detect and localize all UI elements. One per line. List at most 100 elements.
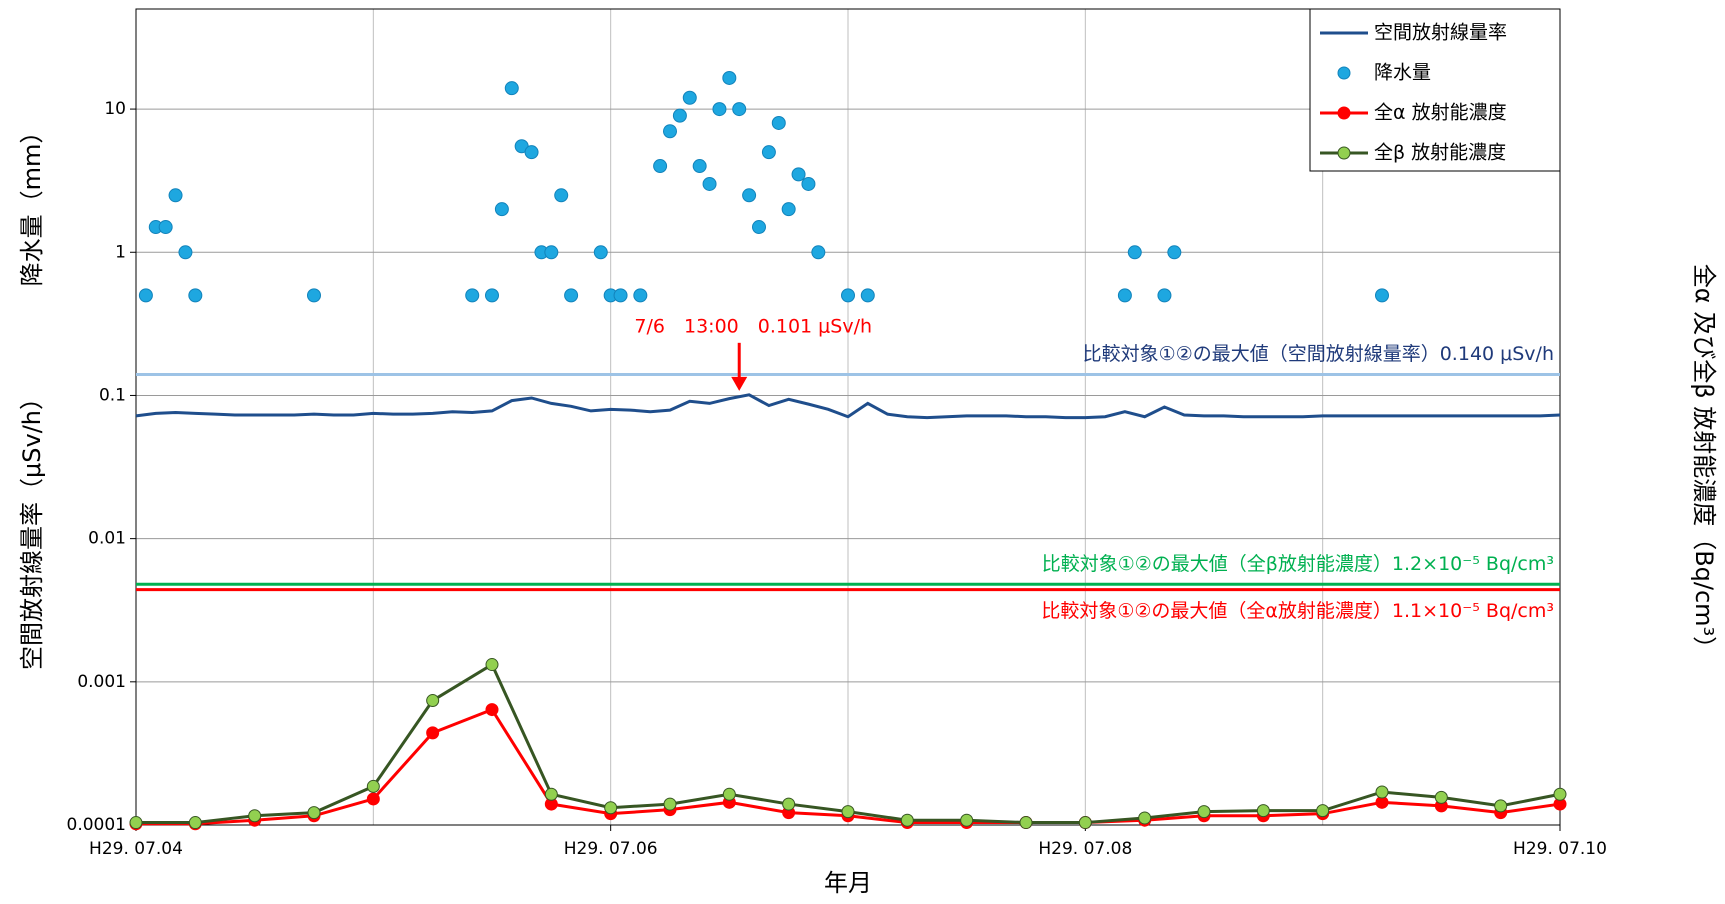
legend-swatch bbox=[1337, 66, 1351, 80]
y2-axis-title: 全α 及び全β 放射能濃度（Bq/cm³） bbox=[1690, 264, 1718, 660]
series-marker bbox=[841, 805, 855, 819]
series-marker bbox=[1078, 816, 1092, 830]
precip-point bbox=[781, 202, 796, 217]
precip-point bbox=[307, 288, 321, 303]
precip-point bbox=[702, 176, 717, 191]
precip-point bbox=[692, 159, 707, 174]
precip-point bbox=[465, 288, 480, 303]
precip-point bbox=[633, 288, 648, 303]
series-marker bbox=[129, 816, 143, 830]
series-marker bbox=[188, 816, 202, 830]
precip-point bbox=[158, 220, 173, 235]
x-tick-label: H29. 07.06 bbox=[564, 839, 658, 859]
series-marker bbox=[485, 658, 499, 672]
series-marker bbox=[1375, 785, 1389, 799]
precip-point bbox=[791, 167, 806, 182]
series-marker bbox=[722, 787, 736, 801]
y-tick-label: 0.0001 bbox=[67, 815, 126, 835]
legend-label: 降水量 bbox=[1374, 62, 1431, 84]
precip-point bbox=[593, 245, 608, 260]
reference-label: 比較対象①②の最大値（空間放射線量率）0.140 μSv/h bbox=[1083, 343, 1554, 365]
series-marker bbox=[366, 792, 380, 806]
legend-swatch bbox=[1337, 146, 1351, 160]
precip-point bbox=[742, 188, 757, 203]
series-marker bbox=[604, 801, 618, 815]
precip-point bbox=[712, 102, 727, 117]
precip-point bbox=[138, 288, 153, 303]
precip-point bbox=[771, 115, 786, 130]
precip-point bbox=[682, 90, 697, 105]
legend-box bbox=[1309, 8, 1561, 172]
precip-point bbox=[188, 288, 203, 303]
series-marker bbox=[1197, 805, 1211, 819]
annotation-text: 7/6 13:00 0.101 μSv/h bbox=[634, 315, 872, 337]
legend-label: 全α 放射能濃度 bbox=[1374, 102, 1507, 124]
precip-point bbox=[168, 188, 183, 203]
series-marker bbox=[1019, 816, 1033, 830]
series-marker bbox=[663, 797, 677, 811]
plot-frame bbox=[135, 8, 1561, 826]
legend-label: 空間放射線量率 bbox=[1374, 22, 1507, 44]
series-marker bbox=[1553, 787, 1567, 801]
precip-point bbox=[1375, 288, 1389, 303]
y-axis-title: 降水量（mm） bbox=[18, 120, 46, 287]
reference-label: 比較対象①②の最大値（全β放射能濃度）1.2×10⁻⁵ Bq/cm³ bbox=[1042, 553, 1554, 575]
precip-point bbox=[860, 288, 875, 303]
precip-point bbox=[722, 70, 737, 85]
precip-point bbox=[761, 145, 776, 160]
precip-point bbox=[841, 288, 855, 303]
precip-point bbox=[1157, 288, 1172, 303]
x-tick-label: H29. 07.04 bbox=[89, 839, 183, 859]
precip-point bbox=[752, 220, 766, 235]
x-tick-label: H29. 07.08 bbox=[1038, 839, 1132, 859]
precip-point bbox=[544, 245, 559, 260]
precip-point bbox=[732, 102, 747, 117]
precip-point bbox=[1127, 245, 1142, 260]
series-marker bbox=[248, 809, 262, 823]
y-tick-label: 1 bbox=[115, 242, 126, 262]
precip-point bbox=[494, 202, 509, 217]
precip-point bbox=[178, 245, 193, 260]
legend-swatch bbox=[1337, 106, 1351, 120]
series-marker bbox=[426, 726, 440, 740]
precip-point bbox=[653, 159, 668, 174]
x-axis-title: 年月 bbox=[824, 869, 872, 897]
y-tick-label: 0.001 bbox=[77, 672, 126, 692]
series-marker bbox=[1256, 804, 1270, 818]
series-marker bbox=[485, 703, 499, 717]
precip-point bbox=[1167, 245, 1182, 260]
series-marker bbox=[1434, 790, 1448, 804]
x-tick-label: H29. 07.10 bbox=[1513, 839, 1607, 859]
precip-point bbox=[564, 288, 579, 303]
precip-point bbox=[504, 81, 519, 96]
series-marker bbox=[960, 813, 974, 827]
series-marker bbox=[307, 806, 321, 820]
series-line bbox=[135, 393, 1561, 420]
y-tick-label: 0.01 bbox=[88, 529, 126, 549]
series-marker bbox=[426, 694, 440, 708]
series-marker bbox=[544, 787, 558, 801]
precip-point bbox=[811, 245, 826, 260]
precip-point bbox=[524, 145, 539, 160]
series-marker bbox=[900, 813, 914, 827]
precip-point bbox=[801, 176, 816, 191]
y-axis-title: 空間放射線量率（μSv/h） bbox=[18, 386, 46, 670]
series-marker bbox=[782, 797, 796, 811]
annotation-arrowhead bbox=[731, 376, 748, 391]
series-marker bbox=[1138, 811, 1152, 825]
legend-label: 全β 放射能濃度 bbox=[1374, 142, 1506, 164]
precip-point bbox=[672, 108, 687, 123]
precip-point bbox=[613, 288, 628, 303]
precip-point bbox=[485, 288, 499, 303]
series-marker bbox=[1494, 799, 1508, 813]
series-marker bbox=[366, 779, 380, 793]
precip-point bbox=[663, 124, 677, 139]
series-marker bbox=[1316, 804, 1330, 818]
y-tick-label: 10 bbox=[104, 99, 126, 119]
precip-point bbox=[1117, 288, 1132, 303]
reference-label: 比較対象①②の最大値（全α放射能濃度）1.1×10⁻⁵ Bq/cm³ bbox=[1041, 600, 1554, 622]
precip-point bbox=[554, 188, 569, 203]
y-tick-label: 0.1 bbox=[99, 385, 126, 405]
